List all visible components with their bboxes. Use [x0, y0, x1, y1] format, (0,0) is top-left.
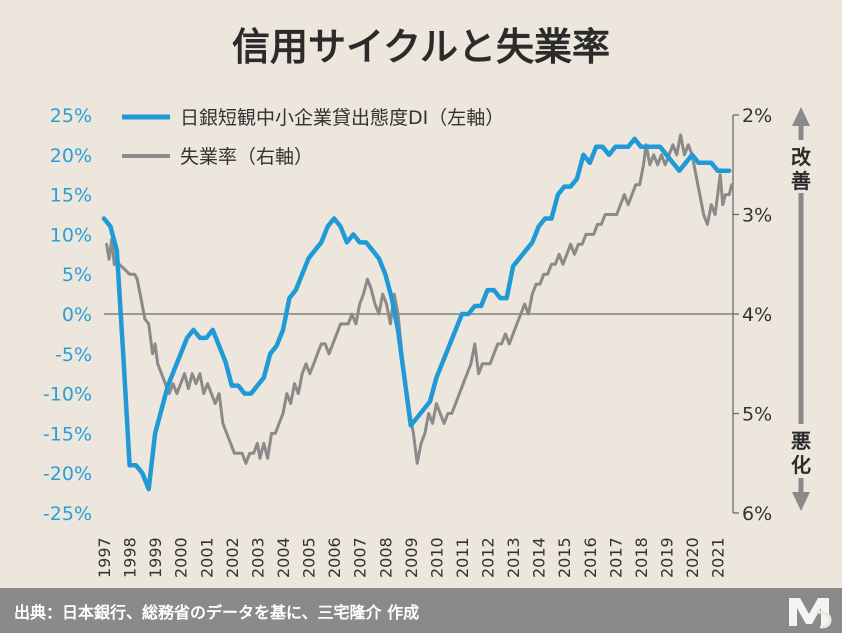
left-axis-ticks: 25% 20% 15% 10% 5% 0% -5% -10% -15% -20% -25% [43, 105, 92, 525]
author-logo [789, 598, 832, 629]
arrow-up-head [792, 107, 810, 126]
x-tick-label: 2002 [223, 537, 242, 578]
right-tick-label: 4% [742, 304, 772, 326]
x-tick-label: 2014 [530, 537, 549, 578]
series-line-di [101, 136, 732, 492]
source-text: 出典：日本銀行、総務省のデータを基に、三宅隆介 作成 [14, 603, 420, 622]
x-tick-label: 2003 [248, 537, 267, 578]
left-tick-label: -15% [43, 423, 92, 445]
legend: 日銀短観中小企業貸出態度DI（左軸） 失業率（右軸） [122, 107, 504, 168]
x-tick-label: 2017 [606, 537, 625, 578]
left-tick-label: -10% [43, 384, 92, 406]
x-axis-ticks: 1997 1998 1999 2000 2001 2002 2003 2004 2005 2006… [95, 537, 728, 578]
x-tick-label: 2010 [427, 537, 446, 578]
x-tick-label: 2018 [632, 537, 651, 578]
right-tick-label: 5% [742, 404, 772, 426]
x-tick-label: 2000 [172, 537, 191, 578]
right-tick-label: 3% [742, 205, 772, 227]
x-tick-label: 1999 [146, 537, 165, 578]
arrow-down-head [792, 492, 810, 511]
x-tick-label: 2004 [274, 537, 293, 578]
left-tick-label: 10% [50, 224, 92, 246]
x-tick-label: 2013 [504, 537, 523, 578]
series-layer [101, 133, 734, 492]
right-tick-label: 6% [742, 503, 772, 525]
series-line-unemployment [105, 133, 734, 465]
x-tick-label: 2015 [555, 537, 574, 578]
x-tick-label: 2021 [709, 537, 728, 578]
chart-canvas: 信用サイクルと失業率 25% 20% 15% 10% 5% 0% -5% -10% -15% -2… [0, 0, 842, 588]
left-tick-label: 0% [62, 304, 92, 326]
chart-background [0, 0, 842, 588]
x-tick-label: 2016 [581, 537, 600, 578]
left-tick-label: 5% [62, 264, 92, 286]
source-footer: 出典：日本銀行、総務省のデータを基に、三宅隆介 作成 [0, 588, 842, 633]
legend-label-di: 日銀短観中小企業貸出態度DI（左軸） [180, 107, 504, 129]
x-tick-label: 2006 [325, 537, 344, 578]
left-tick-label: -25% [43, 503, 92, 525]
x-tick-label: 2005 [300, 537, 319, 578]
x-tick-label: 2020 [683, 537, 702, 578]
left-tick-label: 25% [50, 105, 92, 127]
improve-worsen-arrow: 改善 悪化 [791, 107, 812, 511]
x-tick-label: 2008 [376, 537, 395, 578]
legend-label-unemployment: 失業率（右軸） [180, 146, 313, 168]
x-tick-label: 2012 [479, 537, 498, 578]
improve-label: 改善 [791, 145, 812, 193]
left-tick-label: -20% [43, 463, 92, 485]
left-tick-label: 20% [50, 145, 92, 167]
x-tick-label: 1998 [121, 537, 140, 578]
x-tick-label: 2011 [453, 537, 472, 578]
x-tick-label: 2001 [197, 537, 216, 578]
chart-title: 信用サイクルと失業率 [232, 25, 610, 69]
right-axis-ticks: 2% 3% 4% 5% 6% [733, 105, 772, 525]
right-tick-label: 2% [742, 105, 772, 127]
x-tick-label: 2019 [658, 537, 677, 578]
x-tick-label: 2009 [402, 537, 421, 578]
left-tick-label: -5% [55, 344, 92, 366]
x-tick-label: 1997 [95, 537, 114, 578]
left-tick-label: 15% [50, 185, 92, 207]
x-tick-label: 2007 [351, 537, 370, 578]
worsen-label: 悪化 [791, 429, 811, 477]
